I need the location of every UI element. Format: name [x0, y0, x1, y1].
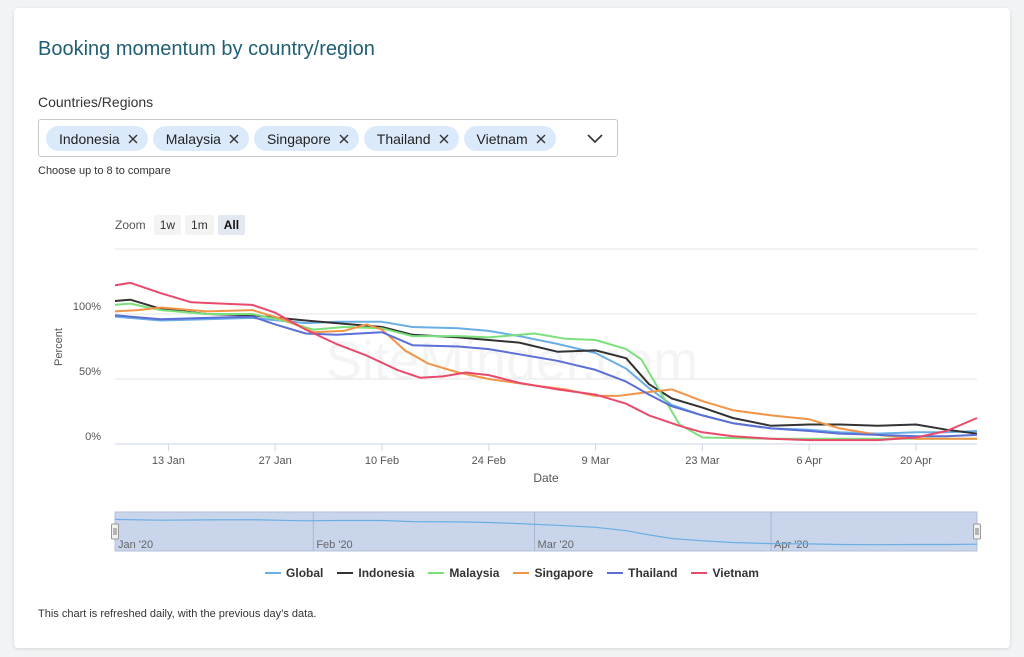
legend-swatch [265, 572, 282, 574]
x-tick-label: 13 Jan [152, 455, 185, 467]
series-line-global[interactable] [114, 315, 978, 435]
remove-icon[interactable] [228, 133, 240, 145]
gridlines [115, 248, 977, 445]
legend-label: Malaysia [449, 566, 500, 580]
remove-icon[interactable] [338, 133, 350, 145]
chip-singapore: Singapore [253, 126, 359, 151]
y-tick-label: 100% [73, 301, 101, 313]
chip-label: Indonesia [59, 130, 120, 147]
series-lines [114, 281, 978, 442]
footnote: This chart is refreshed daily, with the … [38, 608, 317, 620]
legend-item-singapore[interactable]: Singapore [513, 566, 593, 580]
navigator-label: Feb '20 [316, 539, 352, 551]
zoom-1m-button[interactable]: 1m [185, 215, 214, 235]
series-line-singapore[interactable] [114, 306, 977, 440]
chip-indonesia: Indonesia [46, 126, 148, 151]
legend-swatch [428, 572, 445, 574]
legend-swatch [691, 572, 708, 574]
navigator-label: Mar '20 [538, 539, 574, 551]
y-tick-label: 0% [85, 431, 101, 443]
y-tick-label: 50% [79, 366, 101, 378]
legend-item-thailand[interactable]: Thailand [607, 566, 677, 580]
remove-icon[interactable] [438, 133, 450, 145]
legend-item-malaysia[interactable]: Malaysia [428, 566, 499, 580]
navigator-handle-left[interactable] [111, 523, 119, 540]
chip-vietnam: Vietnam [463, 126, 556, 151]
series-line-thailand[interactable] [114, 314, 978, 438]
legend-label: Global [286, 566, 324, 580]
legend-item-vietnam[interactable]: Vietnam [691, 566, 759, 580]
chip-thailand: Thailand [363, 126, 459, 151]
countries-multiselect[interactable]: Indonesia Malaysia Singapore Thailand Vi… [38, 119, 618, 157]
selected-chips: Indonesia Malaysia Singapore Thailand Vi… [46, 126, 556, 151]
zoom-label: Zoom [115, 218, 146, 232]
chevron-down-icon[interactable] [587, 132, 603, 144]
legend-swatch [607, 572, 624, 574]
y-axis-title: Percent [53, 328, 65, 366]
remove-icon[interactable] [535, 133, 547, 145]
zoom-1w-button[interactable]: 1w [153, 215, 182, 235]
x-tick-label: 20 Apr [900, 455, 932, 467]
x-tick-label: 6 Apr [796, 455, 822, 467]
legend-label: Singapore [534, 566, 594, 580]
series-line-vietnam[interactable] [114, 281, 978, 442]
remove-icon[interactable] [127, 133, 139, 145]
y-axis-ticks: 0% 50% 100% [73, 301, 101, 443]
legend-item-global[interactable]: Global [265, 566, 323, 580]
navigator-series [114, 518, 978, 546]
chip-malaysia: Malaysia [152, 126, 249, 151]
chip-label: Vietnam [476, 130, 528, 147]
page-title: Booking momentum by country/region [38, 38, 375, 60]
legend: Global Indonesia Malaysia Singapore Thailand… [0, 566, 1024, 580]
legend-swatch [337, 572, 354, 574]
x-axis-ticks: 13 Jan 27 Jan 10 Feb 24 Feb 9 Mar 23 Mar 6 Apr… [152, 444, 932, 467]
navigator-handle-right[interactable] [973, 523, 981, 540]
series-line-malaysia[interactable] [114, 302, 977, 440]
navigator-label: Apr '20 [774, 539, 809, 551]
x-tick-label: 10 Feb [365, 455, 399, 467]
x-tick-label: 9 Mar [582, 455, 610, 467]
legend-label: Vietnam [712, 566, 759, 580]
x-axis-title: Date [533, 471, 559, 485]
x-tick-label: 27 Jan [259, 455, 292, 467]
legend-label: Indonesia [358, 566, 415, 580]
zoom-controls: Zoom 1w 1m All [115, 215, 246, 235]
chip-label: Malaysia [165, 130, 221, 147]
x-tick-label: 23 Mar [685, 455, 720, 467]
legend-swatch [513, 572, 530, 574]
navigator-label: Jan '20 [118, 539, 153, 551]
x-tick-label: 24 Feb [472, 455, 506, 467]
legend-label: Thailand [628, 566, 678, 580]
helper-text: Choose up to 8 to compare [38, 165, 171, 177]
chip-label: Singapore [266, 130, 331, 147]
range-navigator[interactable]: Jan '20 Feb '20 Mar '20 Apr '20 [111, 511, 981, 552]
countries-label: Countries/Regions [38, 94, 154, 110]
chip-label: Thailand [376, 130, 431, 147]
legend-item-indonesia[interactable]: Indonesia [337, 566, 414, 580]
zoom-all-button[interactable]: All [217, 215, 246, 235]
